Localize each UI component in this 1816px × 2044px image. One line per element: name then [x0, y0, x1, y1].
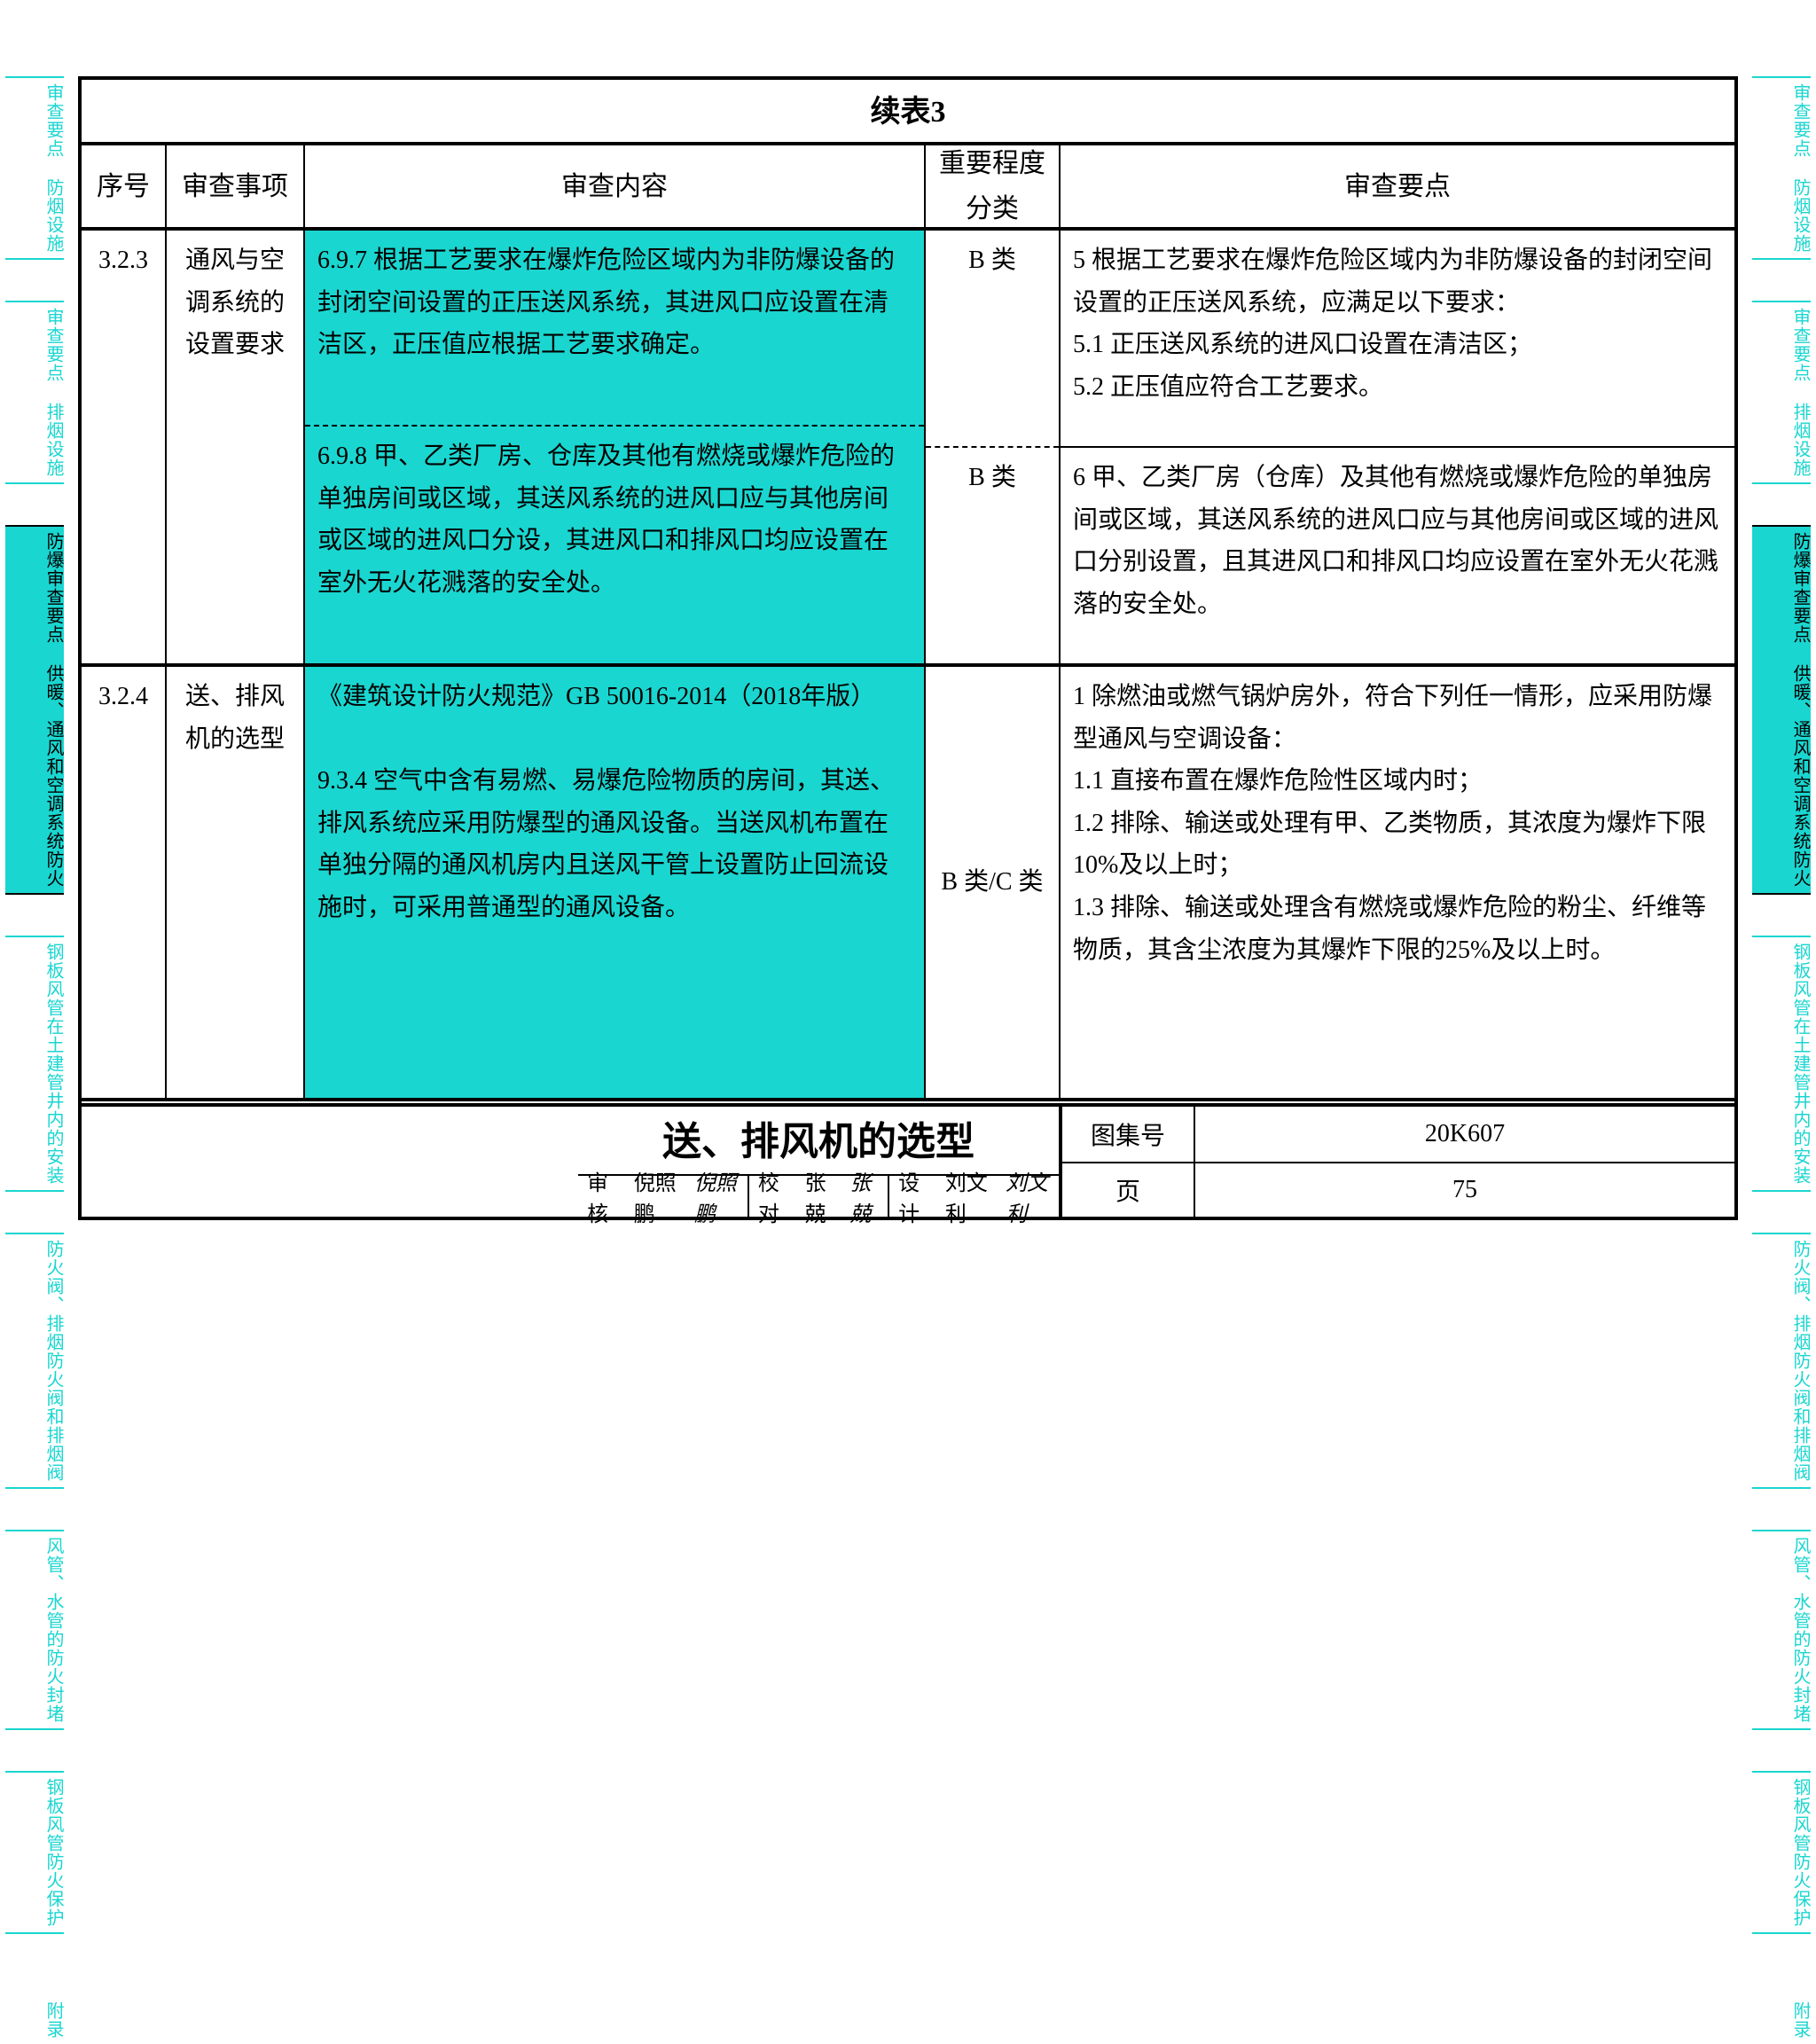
tab-left-4[interactable]: 防火阀、排烟防火阀和排烟阀	[5, 1233, 64, 1489]
col-content: 审查内容	[305, 145, 926, 227]
tab-left-2[interactable]: 防爆审查要点 供暖、通风和空调系统防火	[5, 525, 64, 895]
review-label: 审核	[578, 1176, 627, 1217]
table-header: 序号 审查事项 审查内容 重要程度分类 审查要点	[82, 145, 1734, 231]
col-key: 审查要点	[1061, 145, 1734, 227]
page: 审查要点 防烟设施 审查要点 排烟设施 防爆审查要点 供暖、通风和空调系统防火 …	[0, 0, 1816, 1327]
design-signature: 刘文利	[998, 1165, 1059, 1227]
tab-right-3[interactable]: 钢板风管在土建管井内的安装	[1752, 936, 1811, 1192]
title-block-right: 图集号 20K607 页 75	[1061, 1107, 1734, 1217]
atlas-label: 图集号	[1061, 1107, 1194, 1162]
page-no: 75	[1194, 1162, 1734, 1217]
title-block-left: 送、排风机的选型 审核 倪照鹏 倪照鹏 校对 张兢 张兢 设计 刘文利 刘文利	[82, 1107, 1061, 1217]
proof-label: 校对	[748, 1176, 798, 1217]
tab-right-1[interactable]: 审查要点 排烟设施	[1752, 301, 1811, 484]
table-title: 续表3	[82, 80, 1734, 145]
tab-left-3[interactable]: 钢板风管在土建管井内的安装	[5, 936, 64, 1192]
cell-seq: 3.2.4	[82, 667, 167, 1098]
tab-right-7[interactable]: 附录	[1752, 1996, 1811, 2044]
cell-content: 6.9.7 根据工艺要求在爆炸危险区域内为非防爆设备的封闭空间设置的正压送风系统…	[305, 231, 926, 663]
tab-left-6[interactable]: 钢板风管防火保护	[5, 1771, 64, 1934]
cell-grade: B 类/C 类	[926, 667, 1061, 1098]
cell-key-sub: 6 甲、乙类厂房（仓库）及其他有燃烧或爆炸危险的单独房间或区域，其送风系统的进风…	[1061, 446, 1734, 663]
cell-key: 5 根据工艺要求在爆炸危险区域内为非防爆设备的封闭空间设置的正压送风系统，应满足…	[1061, 231, 1734, 663]
cell-item: 送、排风机的选型	[167, 667, 305, 1098]
cell-content-sub: 6.9.8 甲、乙类厂房、仓库及其他有燃烧或爆炸危险的单独房间或区域，其送风系统…	[305, 425, 924, 663]
cell-grade-sub: B 类	[926, 446, 1059, 663]
cell-grade-sub: B 类	[926, 231, 1059, 446]
left-tabs: 审查要点 防烟设施 审查要点 排烟设施 防爆审查要点 供暖、通风和空调系统防火 …	[5, 76, 64, 2044]
proof-name: 张兢	[798, 1165, 843, 1227]
tab-right-4[interactable]: 防火阀、排烟防火阀和排烟阀	[1752, 1233, 1811, 1489]
col-item: 审查事项	[167, 145, 305, 227]
tab-right-5[interactable]: 风管、水管的防火封堵	[1752, 1530, 1811, 1730]
review-signature: 倪照鹏	[687, 1165, 748, 1227]
cell-content: 《建筑设计防火规范》GB 50016-2014（2018年版） 9.3.4 空气…	[305, 667, 926, 1098]
cell-key-sub: 5 根据工艺要求在爆炸危险区域内为非防爆设备的封闭空间设置的正压送风系统，应满足…	[1061, 231, 1734, 446]
tab-left-1[interactable]: 审查要点 排烟设施	[5, 301, 64, 484]
tab-left-7[interactable]: 附录	[5, 1996, 64, 2044]
cell-grade: B 类 B 类	[926, 231, 1061, 663]
review-name: 倪照鹏	[627, 1165, 687, 1227]
atlas-no: 20K607	[1194, 1107, 1734, 1162]
col-seq: 序号	[82, 145, 167, 227]
table-row: 3.2.3 通风与空调系统的设置要求 6.9.7 根据工艺要求在爆炸危险区域内为…	[82, 231, 1734, 667]
cell-key: 1 除燃油或燃气锅炉房外，符合下列任一情形，应采用防爆型通风与空调设备： 1.1…	[1061, 667, 1734, 1098]
cell-content-sub: 6.9.7 根据工艺要求在爆炸危险区域内为非防爆设备的封闭空间设置的正压送风系统…	[305, 231, 924, 425]
tab-left-5[interactable]: 风管、水管的防火封堵	[5, 1530, 64, 1730]
right-tabs: 审查要点 防烟设施 审查要点 排烟设施 防爆审查要点 供暖、通风和空调系统防火 …	[1752, 76, 1811, 2044]
proof-signature: 张兢	[842, 1165, 888, 1227]
cell-item: 通风与空调系统的设置要求	[167, 231, 305, 663]
main-frame: 续表3 序号 审查事项 审查内容 重要程度分类 审查要点 3.2.3 通风与空调…	[78, 76, 1738, 1220]
tab-right-6[interactable]: 钢板风管防火保护	[1752, 1771, 1811, 1934]
cell-seq: 3.2.3	[82, 231, 167, 663]
tab-right-0[interactable]: 审查要点 防烟设施	[1752, 76, 1811, 260]
signature-row: 审核 倪照鹏 倪照鹏 校对 张兢 张兢 设计 刘文利 刘文利	[578, 1174, 1059, 1217]
col-grade: 重要程度分类	[926, 145, 1061, 227]
table-row: 3.2.4 送、排风机的选型 《建筑设计防火规范》GB 50016-2014（2…	[82, 667, 1734, 1101]
design-label: 设计	[888, 1176, 938, 1217]
tab-right-2[interactable]: 防爆审查要点 供暖、通风和空调系统防火	[1752, 525, 1811, 895]
page-label: 页	[1061, 1162, 1194, 1217]
tab-left-0[interactable]: 审查要点 防烟设施	[5, 76, 64, 260]
title-block: 送、排风机的选型 审核 倪照鹏 倪照鹏 校对 张兢 张兢 设计 刘文利 刘文利 …	[82, 1103, 1734, 1217]
design-name: 刘文利	[938, 1165, 998, 1227]
